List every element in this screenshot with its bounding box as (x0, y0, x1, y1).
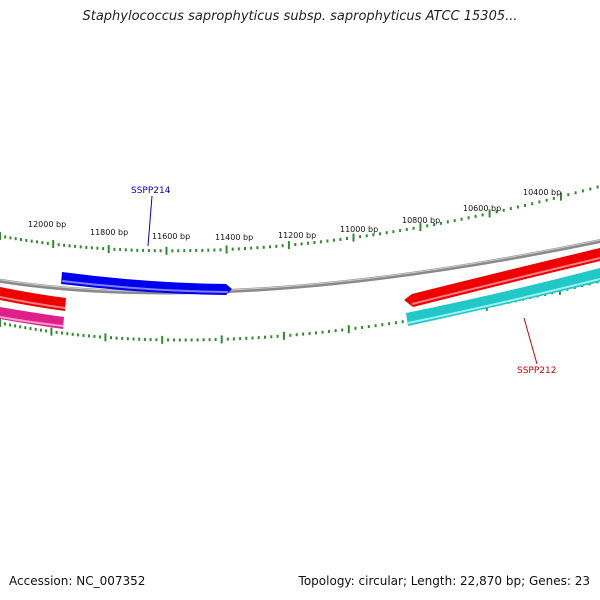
sspp214-leader-line (147, 195, 153, 247)
scale-label: 11400 bp (215, 233, 253, 242)
gene-red-right-shade (411, 257, 600, 305)
accession-text: Accession: NC_007352 (9, 574, 146, 588)
scale-label: 11000 bp (340, 225, 378, 234)
scale-label: 12000 bp (28, 220, 66, 229)
gene-red-right-arrow[interactable] (404, 248, 600, 307)
scale-label: 11800 bp (90, 228, 128, 237)
scale-label: 10400 bp (523, 188, 561, 197)
gene-pink-left-shade (0, 316, 64, 327)
scale-label: 10600 bp (463, 204, 501, 213)
sspp212-leader-line (523, 317, 538, 365)
gene-label-sspp214[interactable]: SSPP214 (131, 186, 171, 196)
scale-label: 11200 bp (278, 231, 316, 240)
backbone-highlight (0, 239, 600, 292)
scale-label: 10800 bp (402, 216, 440, 225)
outer-tick-ring (0, 185, 599, 255)
map-title: Staphylococcus saprophyticus subsp. sapr… (82, 9, 518, 24)
gene-label-sspp212[interactable]: SSPP212 (517, 366, 556, 376)
gene-sspp214-arrow[interactable] (61, 272, 232, 295)
gene-sspp212-shade (407, 278, 600, 324)
genome-backbone (0, 238, 600, 295)
scale-label: 11600 bp (152, 232, 190, 241)
gene-red-left-shade (0, 296, 66, 309)
topology-summary: Topology: circular; Length: 22,870 bp; G… (298, 574, 590, 588)
gene-sspp214-shade (61, 280, 229, 293)
gene-sspp212-arrow[interactable] (406, 268, 600, 326)
scale-labels: 10400 bp 10600 bp 10800 bp 11000 bp 1120… (28, 188, 561, 242)
